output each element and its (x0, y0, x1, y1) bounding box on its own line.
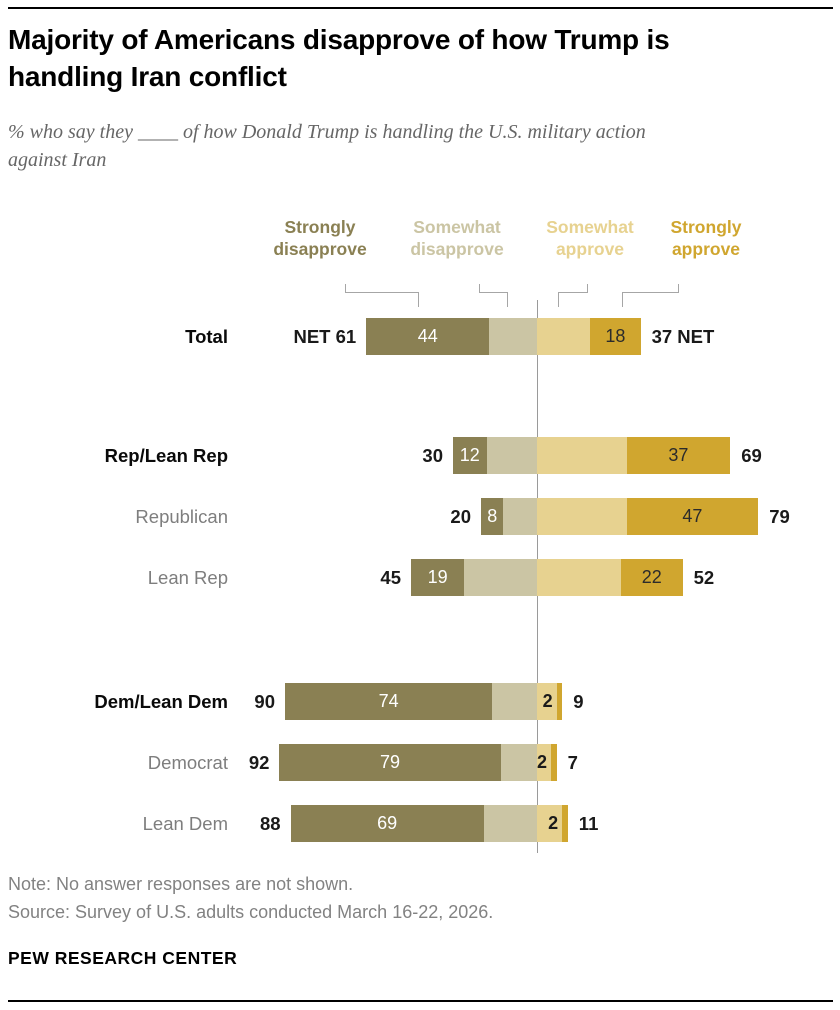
bar-segment-strongly-approve (626, 437, 731, 474)
source-text: Source: Survey of U.S. adults conducted … (8, 902, 494, 922)
row-label-dem-lean-dem: Dem/Lean Dem (94, 691, 228, 712)
bracket-somewhat-approve (558, 284, 588, 308)
bracket-strongly-approve (622, 284, 679, 308)
bar-value-strongly-disapprove: 12 (459, 445, 480, 465)
top-rule (8, 7, 833, 9)
bar-value-strongly-approve: 22 (641, 567, 662, 587)
net-disapprove-dem-lean-dem: 90 (254, 691, 275, 712)
net-disapprove-republican: 20 (450, 506, 471, 527)
bar-value-strongly-disapprove: 69 (377, 813, 398, 833)
bar-segment-somewhat-approve (537, 805, 563, 842)
bar-segment-somewhat-approve (537, 559, 621, 596)
bar-segment-somewhat-approve (537, 437, 627, 474)
bar-segment-strongly-disapprove (453, 437, 487, 474)
net-approve-rep-lean-rep: 69 (741, 445, 762, 466)
net-disapprove-lean-dem: 88 (260, 813, 281, 834)
chart-title: Majority of Americans disapprove of how … (8, 24, 670, 92)
bar-segment-somewhat-disapprove (464, 559, 537, 596)
bar-value-strongly-approve: 2 (542, 691, 553, 711)
bar-segment-somewhat-disapprove (483, 805, 537, 842)
bar-segment-strongly-approve (551, 744, 557, 781)
bar-segment-somewhat-disapprove (500, 744, 537, 781)
legend-somewhat-approve: Somewhat approve (546, 217, 634, 260)
net-disapprove-rep-lean-rep: 30 (422, 445, 443, 466)
bar-segment-somewhat-disapprove (489, 318, 537, 355)
net-approve-lean-dem: 11 (578, 813, 599, 834)
row-label-rep-lean-rep: Rep/Lean Rep (104, 445, 228, 466)
bar-segment-somewhat-approve (537, 318, 591, 355)
bar-segment-strongly-disapprove (285, 683, 493, 720)
net-approve-republican: 79 (769, 506, 790, 527)
bar-segment-somewhat-approve (537, 683, 557, 720)
bar-segment-somewhat-disapprove (503, 498, 537, 535)
bracket-somewhat-disapprove (479, 284, 508, 308)
net-disapprove-lean-rep: 45 (380, 567, 401, 588)
bar-value-strongly-approve: 47 (682, 506, 703, 526)
bar-segment-strongly-disapprove (290, 805, 484, 842)
row-label-lean-rep: Lean Rep (147, 567, 228, 588)
bar-segment-strongly-disapprove (366, 318, 490, 355)
bar-value-strongly-approve: 18 (605, 326, 626, 346)
bar-segment-strongly-approve (562, 805, 568, 842)
net-disapprove-total: NET 61 (293, 326, 357, 347)
row-label-republican: Republican (135, 506, 228, 527)
net-approve-democrat: 7 (567, 752, 578, 773)
bar-value-strongly-approve: 37 (668, 445, 689, 465)
bar-value-strongly-disapprove: 19 (427, 567, 448, 587)
bar-segment-somewhat-approve (537, 498, 627, 535)
bar-segment-strongly-disapprove (481, 498, 504, 535)
bar-segment-strongly-approve (590, 318, 641, 355)
bracket-strongly-disapprove (345, 284, 419, 308)
bar-segment-strongly-approve (621, 559, 683, 596)
bar-segment-strongly-approve (556, 683, 563, 720)
bar-value-strongly-disapprove: 44 (417, 326, 438, 346)
bar-value-strongly-disapprove: 8 (487, 506, 498, 526)
bar-value-strongly-disapprove: 79 (379, 752, 400, 772)
bar-value-strongly-approve: 2 (548, 813, 559, 833)
net-disapprove-democrat: 92 (248, 752, 270, 773)
bar-segment-somewhat-disapprove (486, 437, 537, 474)
bar-segment-somewhat-approve (537, 744, 551, 781)
legend-somewhat-disapprove: Somewhat disapprove (410, 217, 504, 260)
legend-strongly-approve: Strongly approve (670, 217, 742, 260)
row-label-lean-dem: Lean Dem (142, 813, 228, 834)
legend-strongly-disapprove: Strongly disapprove (273, 217, 367, 260)
chart-subtitle: % who say they ____ of how Donald Trump … (8, 121, 646, 172)
bar-segment-strongly-disapprove (279, 744, 501, 781)
bar-segment-strongly-disapprove (411, 559, 465, 596)
brand-label: PEW RESEARCH CENTER (8, 948, 238, 968)
row-label-total: Total (185, 326, 228, 347)
row-label-democrat: Democrat (147, 752, 228, 773)
bar-segment-somewhat-disapprove (492, 683, 537, 720)
bottom-rule (8, 1000, 833, 1002)
bar-value-strongly-approve: 2 (536, 752, 547, 772)
net-approve-total: 37 NET (651, 326, 715, 347)
bar-value-strongly-disapprove: 74 (378, 691, 399, 711)
net-approve-dem-lean-dem: 9 (573, 691, 584, 712)
note-text: Note: No answer responses are not shown. (8, 874, 354, 894)
bar-segment-strongly-approve (626, 498, 759, 535)
net-approve-lean-rep: 52 (693, 567, 715, 588)
